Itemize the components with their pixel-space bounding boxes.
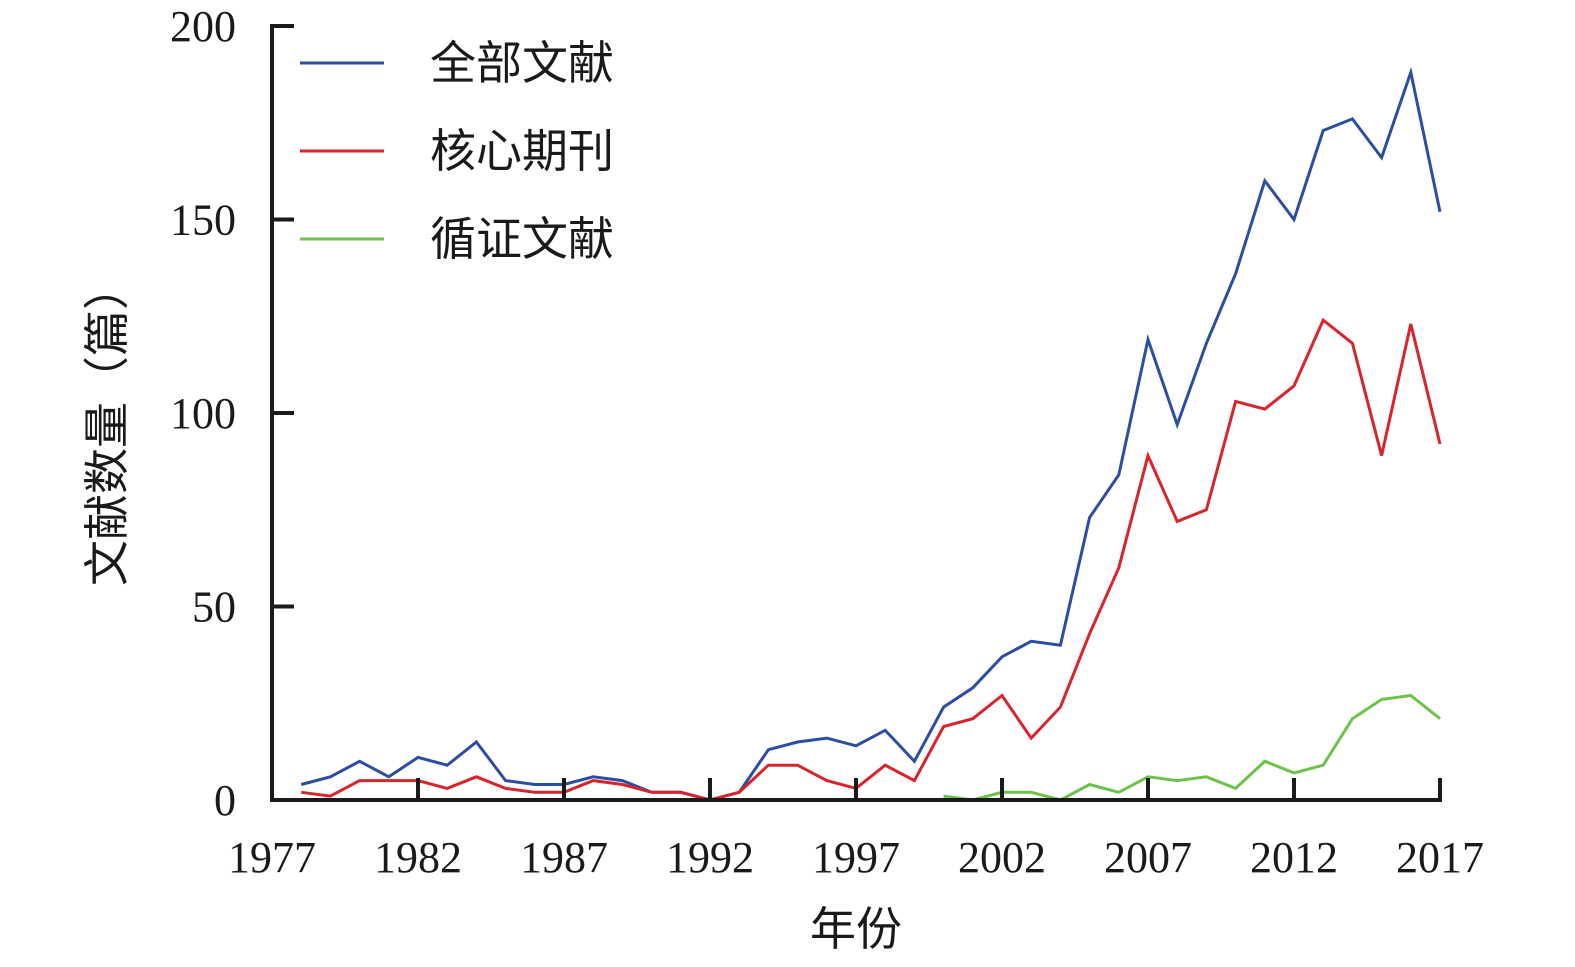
series-lines [300, 66, 1442, 802]
x-tick-label: 1987 [520, 833, 608, 882]
legend-label-1: 核心期刊 [430, 124, 614, 178]
y-tick-label: 50 [192, 583, 236, 632]
y-tick-label: 0 [214, 776, 236, 825]
y-tick-label: 150 [170, 196, 236, 245]
series-line-2 [943, 693, 1441, 802]
x-tick-label: 1977 [228, 833, 316, 882]
series-line-0 [300, 66, 1442, 802]
x-tick-label: 1992 [666, 833, 754, 882]
y-tick-label: 100 [170, 389, 236, 438]
x-tick-label: 2002 [958, 833, 1046, 882]
x-tick-label: 1982 [374, 833, 462, 882]
y-axis-title: 文献数量（篇） [80, 264, 134, 586]
series-line-1 [301, 317, 1442, 802]
x-tick-label: 1997 [812, 833, 900, 882]
legend-label-2: 循证文献 [430, 212, 614, 266]
legend-label-0: 全部文献 [430, 36, 614, 90]
y-tick-label: 200 [170, 2, 236, 51]
y-axis-ticks: 0 50 100 150 200 [170, 2, 294, 825]
x-axis-ticks: 1977 1982 1987 1992 1997 2002 2007 2012 2017 [228, 778, 1484, 882]
x-axis-title: 年份 [810, 902, 902, 956]
x-tick-label: 2007 [1104, 833, 1192, 882]
x-tick-label: 2012 [1250, 833, 1338, 882]
x-tick-label: 2017 [1396, 833, 1484, 882]
